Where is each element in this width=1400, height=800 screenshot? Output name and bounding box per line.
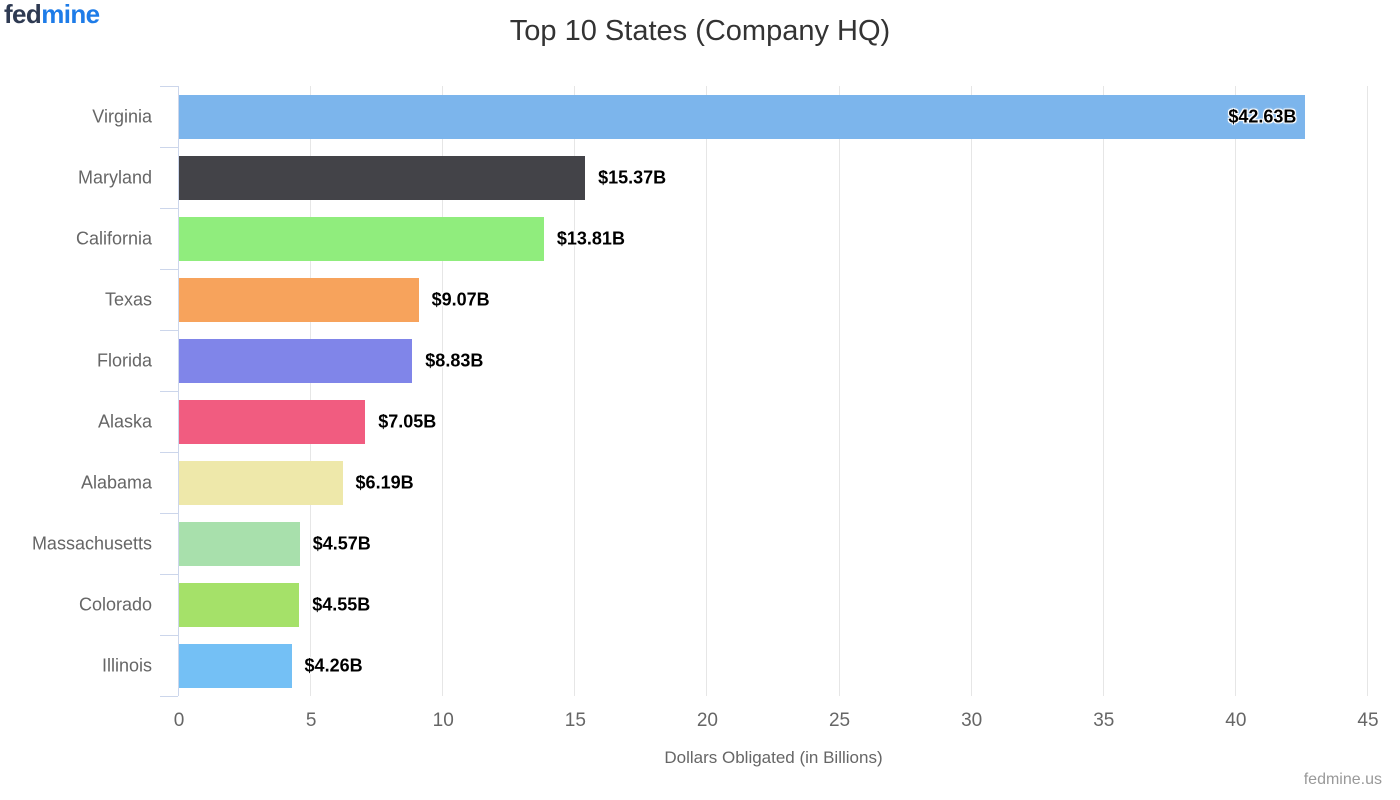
credit-link[interactable]: fedmine.us <box>1303 771 1382 788</box>
chart-row: Texas $9.07B <box>105 269 1368 330</box>
bar[interactable]: $9.07B <box>179 277 490 322</box>
chart-row: Colorado $4.55B <box>79 574 1368 635</box>
x-gridline <box>310 86 312 696</box>
x-tick-label: 40 <box>1225 710 1247 731</box>
x-axis-title: Dollars Obligated (in Billions) <box>664 748 883 767</box>
x-gridline <box>1367 86 1368 696</box>
category-axis-tick <box>160 635 178 636</box>
value-label: $4.55B <box>312 594 371 614</box>
category-axis-tick <box>160 330 178 331</box>
fedmine-logo-mine: mine <box>41 0 100 29</box>
chart-row: Massachusetts $4.57B <box>32 513 1368 574</box>
category-axis-tick <box>160 147 178 148</box>
chart-row: Florida $8.83B <box>97 330 1368 391</box>
category-label: Virginia <box>92 106 152 126</box>
value-label: $4.26B <box>304 655 363 675</box>
category-label: Massachusetts <box>31 533 152 553</box>
category-axis-tick <box>160 208 178 209</box>
chart-row: California $13.81B <box>76 208 1368 269</box>
category-axis-tick <box>160 696 178 697</box>
x-gridline <box>1234 86 1236 696</box>
x-gridline <box>442 86 444 696</box>
bar[interactable]: $42.63B <box>179 94 1306 139</box>
chart-row: Alabama $6.19B <box>81 452 1368 513</box>
category-label: Florida <box>96 350 152 370</box>
x-tick-label: 25 <box>828 710 851 731</box>
bar[interactable]: $13.81B <box>179 216 625 261</box>
value-label: $4.57B <box>312 533 371 553</box>
bar[interactable]: $4.26B <box>179 643 363 688</box>
x-tick-label: 35 <box>1093 710 1115 731</box>
category-axis-tick <box>160 269 178 270</box>
value-label: $13.81B <box>556 228 625 248</box>
x-gridline <box>838 86 840 696</box>
x-gridline <box>706 86 708 696</box>
x-tick-label: 0 <box>173 710 185 731</box>
bar[interactable]: $4.57B <box>179 521 371 566</box>
plot-area: Virginia $42.63B Maryland $15.37B California… <box>32 86 1379 767</box>
x-tick-label: 20 <box>696 710 719 731</box>
category-label: Texas <box>104 289 152 309</box>
x-tick-label: 5 <box>305 710 317 731</box>
x-gridline <box>970 86 972 696</box>
value-label: $6.19B <box>355 472 414 492</box>
bar[interactable]: $8.83B <box>179 338 483 383</box>
category-axis-tick <box>160 86 178 87</box>
chart-row: Maryland $15.37B <box>78 147 1368 208</box>
category-label: Alaska <box>97 411 152 431</box>
category-axis-tick <box>160 391 178 392</box>
bar[interactable]: $6.19B <box>179 460 414 505</box>
fedmine-logo-fed: fed <box>4 0 42 29</box>
bar[interactable]: $7.05B <box>179 399 436 444</box>
bar[interactable]: $15.37B <box>179 155 666 200</box>
category-axis-tick <box>160 513 178 514</box>
x-gridline <box>1102 86 1104 696</box>
x-tick-label: 15 <box>564 710 586 731</box>
category-axis-tick <box>160 452 178 453</box>
value-label: $8.83B <box>425 350 484 370</box>
chart-row: Virginia $42.63B <box>92 86 1368 147</box>
category-axis-tick <box>160 574 178 575</box>
x-tick-label: 10 <box>432 710 454 731</box>
x-tick-label: 45 <box>1357 710 1379 731</box>
x-tick-label: 30 <box>961 710 983 731</box>
category-label: Colorado <box>78 594 152 614</box>
chart-title: Top 10 States (Company HQ) <box>509 15 891 47</box>
bar[interactable]: $4.55B <box>179 582 370 627</box>
category-label: Alabama <box>80 472 152 492</box>
x-gridline <box>574 86 576 696</box>
chart-row: Illinois $4.26B <box>102 635 1368 696</box>
category-label: California <box>75 228 152 248</box>
category-label: Illinois <box>101 655 152 675</box>
fedmine-logo: fedmine <box>4 0 100 29</box>
chart-row: Alaska $7.05B <box>98 391 1368 452</box>
value-label: $7.05B <box>378 411 437 431</box>
category-label: Maryland <box>77 167 152 187</box>
value-label: $15.37B <box>598 167 667 187</box>
value-label: $42.63B <box>1228 106 1297 126</box>
value-label: $9.07B <box>431 289 490 309</box>
